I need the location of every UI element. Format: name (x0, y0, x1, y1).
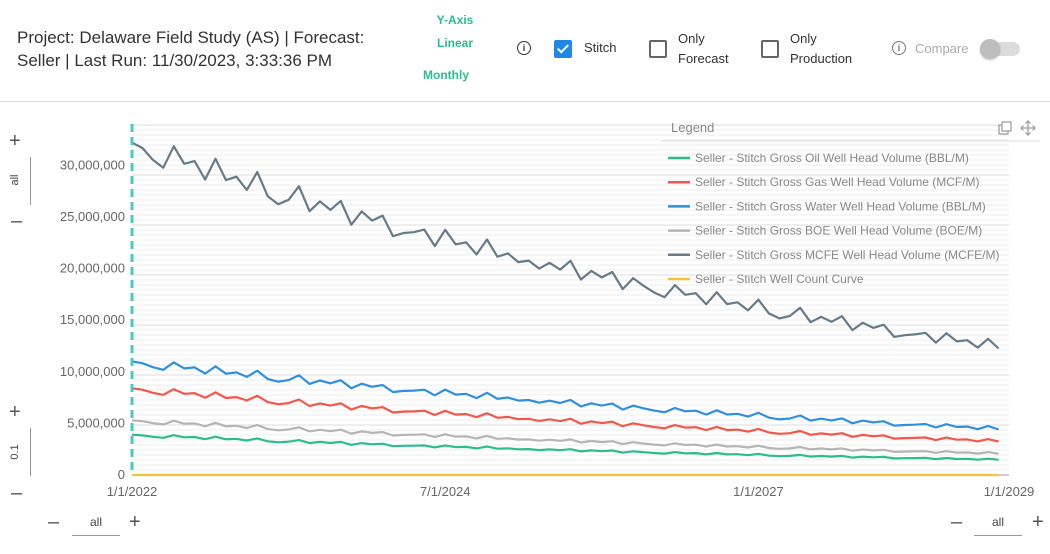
series-line (131, 419, 999, 455)
y-axis-ticks: 0 5,000,000 10,000,000 15,000,000 20,000,000… (60, 157, 125, 482)
series-lines (131, 141, 1000, 477)
y-zoom-out-bottom-icon[interactable]: – (11, 482, 23, 504)
stitch-label: Stitch (584, 40, 617, 55)
y-tick-label: 10,000,000 (60, 364, 125, 379)
x-zoom-out-left-icon[interactable]: – (48, 511, 60, 533)
series-line (131, 360, 999, 431)
info-icon[interactable]: i (517, 41, 531, 55)
interval-selector[interactable]: Monthly (423, 68, 469, 82)
legend-copy-icon (998, 121, 1012, 135)
y-axis-scale-selector[interactable]: Linear (436, 36, 473, 50)
y-range-top[interactable]: all (9, 174, 21, 186)
x-tick-label: 1/1/2022 (107, 484, 158, 499)
y-tick-label: 15,000,000 (60, 312, 125, 327)
x-tick-label: 1/1/2027 (733, 484, 784, 499)
y-tick-label: 20,000,000 (60, 261, 125, 276)
project-title: Project: Delaware Field Study (AS) | For… (17, 28, 365, 70)
stitch-checkbox[interactable] (554, 40, 572, 58)
only-forecast-checkbox[interactable] (649, 40, 667, 58)
chart-toolbar: Project: Delaware Field Study (AS) | For… (0, 0, 1050, 102)
legend-item-label: Seller - Stitch Well Count Curve (695, 272, 864, 286)
y-range-bottom[interactable]: 0.1 (9, 444, 21, 460)
series-line (131, 387, 999, 443)
x-zoom-in-left-icon[interactable]: + (129, 511, 141, 533)
y-axis-label: Y-Axis (436, 13, 474, 27)
series-line (131, 141, 1000, 350)
x-zoom-out-right-icon[interactable]: – (951, 511, 963, 533)
legend-item-label: Seller - Stitch Gross Water Well Head Vo… (695, 199, 986, 213)
compare-label: Compare (915, 41, 969, 56)
x-zoom-in-right-icon[interactable]: + (1032, 511, 1044, 533)
legend-item-label: Seller - Stitch Gross MCFE Well Head Vol… (695, 248, 1000, 262)
only-production-checkbox[interactable] (761, 40, 779, 58)
y-zoom-in-top-icon[interactable]: + (9, 130, 21, 152)
legend-item-label: Seller - Stitch Gross BOE Well Head Volu… (695, 224, 982, 238)
y-zoom-in-bottom-icon[interactable]: + (9, 401, 21, 423)
compare-toggle-knob[interactable] (980, 39, 1000, 59)
y-tick-label: 5,000,000 (67, 415, 125, 430)
y-tick-label: 0 (118, 467, 125, 482)
legend-item-label: Seller - Stitch Gross Oil Well Head Volu… (695, 151, 969, 165)
x-range-left[interactable]: all (72, 515, 120, 536)
x-range-right[interactable]: all (974, 515, 1022, 536)
y-tick-label: 25,000,000 (60, 209, 125, 224)
y-range-top-divider (30, 157, 31, 205)
y-range-bottom-divider (30, 428, 31, 476)
legend-title: Legend (671, 120, 714, 135)
x-tick-label: 1/1/2029 (984, 484, 1035, 499)
x-axis-ticks: 1/1/2022 7/1/2024 1/1/2027 1/1/2029 (107, 484, 1035, 499)
only-production-label: Only Production (790, 31, 853, 66)
chart-grid (132, 124, 1009, 471)
legend: Legend Seller - Stitch Gross Oil Well He… (661, 120, 1040, 286)
series-line (131, 433, 999, 461)
legend-item-label: Seller - Stitch Gross Gas Well Head Volu… (695, 175, 980, 189)
only-forecast-label: Only Forecast (678, 31, 729, 66)
compare-info-icon[interactable]: i (892, 41, 906, 55)
legend-move-icon (1020, 120, 1036, 136)
x-tick-label: 7/1/2024 (420, 484, 471, 499)
y-zoom-out-top-icon[interactable]: – (11, 210, 23, 232)
y-tick-label: 30,000,000 (60, 157, 125, 172)
